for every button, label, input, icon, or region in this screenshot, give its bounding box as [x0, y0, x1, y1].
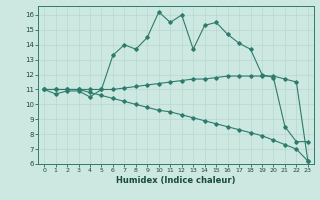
X-axis label: Humidex (Indice chaleur): Humidex (Indice chaleur) [116, 176, 236, 185]
